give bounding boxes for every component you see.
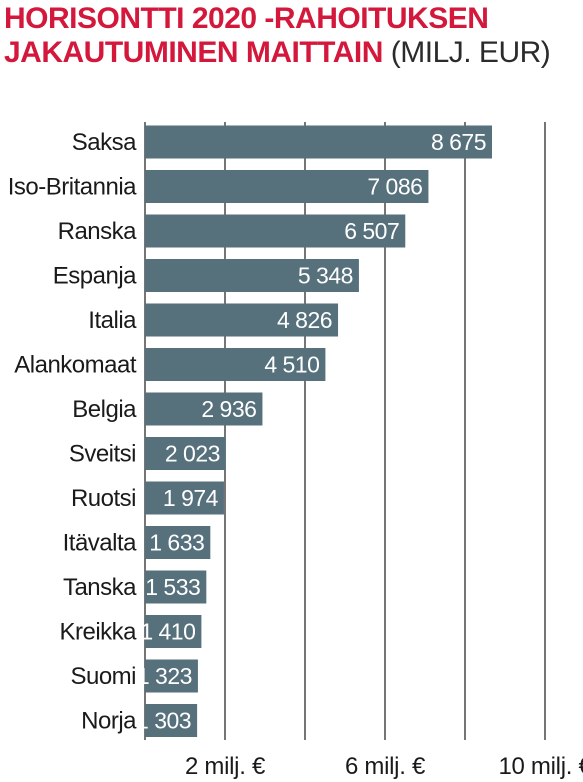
bar-4: [145, 303, 339, 337]
value-label-1: 7 086: [367, 174, 422, 200]
category-label-4: Italia: [88, 307, 137, 334]
x-tick-label-0: 2 milj. €: [185, 753, 266, 780]
chart-title: HORISONTTI 2020 -RAHOITUKSEN JAKAUTUMINE…: [4, 2, 551, 70]
category-label-6: Belgia: [72, 396, 137, 423]
bar-8: [145, 481, 224, 515]
value-label-4: 4 826: [277, 307, 332, 333]
category-label-13: Norja: [81, 708, 137, 735]
value-label-11: 1 410: [140, 619, 195, 645]
category-label-11: Kreikka: [59, 619, 137, 646]
category-label-7: Sveitsi: [69, 441, 136, 468]
category-label-3: Espanja: [53, 263, 137, 290]
x-tick-label-1: 6 milj. €: [345, 753, 426, 780]
bar-5: [145, 348, 326, 381]
title-unit: (MILJ. EUR): [390, 36, 551, 69]
title-line-1: HORISONTTI 2020 -RAHOITUKSEN: [4, 2, 489, 35]
bar-1: [145, 170, 429, 203]
bar-6: [145, 392, 263, 426]
value-label-10: 1 533: [145, 574, 200, 600]
category-label-1: Iso-Britannia: [8, 174, 137, 201]
value-label-13: 1 303: [136, 708, 191, 734]
bar-0: [145, 125, 492, 159]
bar-12: [145, 659, 198, 693]
bar-2: [145, 214, 406, 248]
category-label-5: Alankomaat: [14, 352, 137, 379]
value-label-5: 4 510: [264, 352, 319, 378]
bar-7: [145, 437, 226, 470]
category-label-9: Itävalta: [63, 530, 138, 557]
bar-13: [145, 704, 198, 737]
value-label-6: 2 936: [201, 396, 256, 422]
value-label-7: 2 023: [165, 441, 220, 467]
value-label-9: 1 633: [149, 530, 204, 556]
category-label-0: Saksa: [72, 129, 137, 156]
category-label-8: Ruotsi: [71, 485, 136, 512]
title-line-2: JAKAUTUMINEN MAITTAIN: [4, 36, 383, 69]
value-label-8: 1 974: [163, 485, 219, 511]
category-label-12: Suomi: [70, 663, 136, 690]
category-label-10: Tanska: [63, 574, 137, 601]
bar-3: [145, 259, 359, 292]
value-label-2: 6 507: [344, 218, 399, 244]
bar-11: [145, 615, 202, 648]
bar-9: [145, 526, 211, 559]
value-label-3: 5 348: [298, 263, 353, 289]
x-tick-label-2: 10 milj. €: [498, 753, 583, 780]
value-label-12: 1 323: [137, 663, 192, 689]
bar-10: [145, 570, 207, 604]
category-label-2: Ranska: [58, 218, 138, 245]
value-label-0: 8 675: [431, 129, 486, 155]
